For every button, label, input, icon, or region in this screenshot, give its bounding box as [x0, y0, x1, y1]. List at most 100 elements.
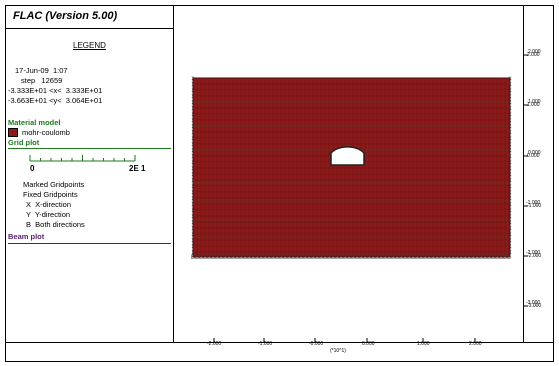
fixed-gridpoint-marker: B [195, 255, 199, 261]
fixed-gridpoint-marker: B [323, 255, 327, 261]
grid-plot-label: Grid plot [8, 138, 40, 147]
fixed-gridpoint-marker: B [219, 255, 223, 261]
fixed-gridpoint-marker: x [509, 196, 512, 202]
title-box: FLAC (Version 5.00) [5, 5, 173, 29]
material-name: mohr-coulomb [22, 128, 70, 137]
right-axis-tick: 0.000 [527, 153, 540, 159]
fixed-gridpoint-marker: x [192, 100, 195, 106]
fixed-gridpoint-marker: x [509, 94, 512, 100]
fixed-gridpoint-marker: x [509, 238, 512, 244]
fixed-gridpoint-marker: B [327, 255, 331, 261]
fixed-gridpoint-marker: B [303, 255, 307, 261]
y-range-line: -3.663E+01 <y< 3.064E+01 [8, 96, 103, 105]
bottom-axis-unit: (*10^1) [330, 348, 346, 354]
right-axis-label: 0.000 [528, 150, 541, 156]
fixed-gridpoint-marker: B [267, 255, 271, 261]
fixed-gridpoint-marker: B [495, 255, 499, 261]
fixed-gridpoint-marker: x [509, 136, 512, 142]
fixed-gridpoint-marker: B [415, 255, 419, 261]
fixed-gridpoint-marker: x [509, 178, 512, 184]
right-axis-label: -1.000 [526, 200, 541, 206]
fixed-gridpoint-marker: B [287, 255, 291, 261]
fixed-gridpoint-marker: x [509, 166, 512, 172]
fixed-gridpoint-marker: B [507, 255, 511, 261]
fixed-gridpoint-marker: B [491, 255, 495, 261]
fixed-gridpoint-marker: B [259, 255, 263, 261]
bottom-axis-label: -1.000 [258, 341, 273, 347]
fixed-gridpoint-marker: B [279, 255, 283, 261]
fixed-gridpoint-marker: B [283, 255, 287, 261]
fixed-gridpoint-marker: x [192, 106, 195, 112]
fixed-gridpoint-marker: B [199, 255, 203, 261]
fixed-gridpoint-marker: x [509, 148, 512, 154]
fixed-gridpoint-markers: x xx xx xx xx xx xx xx xx xx xx xx xx xx xx xx xx xx xx xx x… [191, 76, 512, 261]
x-direction-label: X X-direction [26, 200, 72, 209]
fixed-gridpoint-marker: B [459, 255, 463, 261]
program-title: FLAC (Version 5.00) [13, 10, 118, 22]
fixed-gridpoint-marker: x [509, 202, 512, 208]
fixed-gridpoint-marker: B [411, 255, 415, 261]
fixed-gridpoint-marker: B [331, 255, 335, 261]
fixed-gridpoint-marker: x [192, 112, 195, 118]
fixed-gridpoint-marker: x [509, 142, 512, 148]
fixed-gridpoint-marker: B [431, 255, 435, 261]
fixed-gridpoint-marker: B [243, 255, 247, 261]
fixed-gridpoint-marker: B [203, 255, 207, 261]
fixed-gridpoint-marker: B [307, 255, 311, 261]
right-axis [524, 54, 528, 307]
step-line: step 12659 [21, 76, 63, 85]
bottom-axis-label: -0.000 [309, 341, 324, 347]
fixed-gridpoint-marker: x [509, 226, 512, 232]
fixed-gridpoint-marker: B [191, 255, 195, 261]
fixed-gridpoint-marker: x [509, 184, 512, 190]
fixed-gridpoint-marker: B [435, 255, 439, 261]
fixed-gridpoint-marker: B [235, 255, 239, 261]
scale-max-label: 2E 1 [129, 164, 146, 173]
fixed-gridpoint-marker: B [423, 255, 427, 261]
fixed-gridpoint-marker: x [192, 178, 195, 184]
fixed-gridpoint-marker: x [192, 214, 195, 220]
date-line: 17-Jun-09 1:07 [15, 66, 68, 75]
bottom-axis-strip [5, 342, 554, 362]
bottom-axis-label: 2.000 [469, 341, 482, 347]
right-axis-tick: 2.000 [527, 52, 540, 58]
fixed-gridpoint-marker: B [363, 255, 367, 261]
grid-scale-bar [29, 155, 136, 162]
right-axis-tick: -1.000 [527, 203, 542, 209]
fixed-gridpoint-marker: x [509, 214, 512, 220]
right-axis-label: -2.000 [526, 250, 541, 256]
fixed-gridpoint-marker: x [192, 142, 195, 148]
fixed-gridpoint-marker: B [295, 255, 299, 261]
bottom-axis-label: -2.000 [207, 341, 222, 347]
scale-min-label: 0 [30, 164, 35, 173]
x-range-line: -3.333E+01 <x< 3.333E+01 [8, 86, 103, 95]
fixed-gridpoint-marker: B [227, 255, 231, 261]
mesh-body [192, 77, 511, 258]
fixed-gridpoint-marker: B [467, 255, 471, 261]
fixed-gridpoint-marker: B [439, 255, 443, 261]
grid-plot-divider [8, 148, 171, 149]
legend-heading: LEGEND [73, 41, 106, 50]
fixed-gridpoint-marker: B [375, 255, 379, 261]
fixed-gridpoint-marker: B [275, 255, 279, 261]
fixed-gridpoint-marker: B [419, 255, 423, 261]
fixed-gridpoint-marker: x [509, 154, 512, 160]
fixed-gridpoint-marker: x [192, 238, 195, 244]
fixed-gridpoint-marker: x [192, 148, 195, 154]
fixed-gridpoint-marker: B [503, 255, 507, 261]
fixed-gridpoint-marker: x [192, 136, 195, 142]
right-axis-tick: -2.000 [527, 253, 542, 259]
material-model-label: Material model [8, 118, 61, 127]
fixed-gridpoint-marker: x [509, 232, 512, 238]
fixed-gridpoint-marker: B [487, 255, 491, 261]
fixed-gridpoint-marker: B [371, 255, 375, 261]
fixed-gridpoint-marker: B [211, 255, 215, 261]
fixed-gridpoint-marker: x [192, 232, 195, 238]
fixed-gridpoint-marker: x [509, 100, 512, 106]
fixed-gridpoint-marker: B [395, 255, 399, 261]
fixed-gridpoint-marker: x [509, 220, 512, 226]
fixed-gridpoint-marker: B [391, 255, 395, 261]
fixed-gridpoint-marker: B [399, 255, 403, 261]
marked-gridpoints-label: Marked Gridpoints [23, 180, 85, 189]
beam-plot-label: Beam plot [8, 232, 45, 241]
